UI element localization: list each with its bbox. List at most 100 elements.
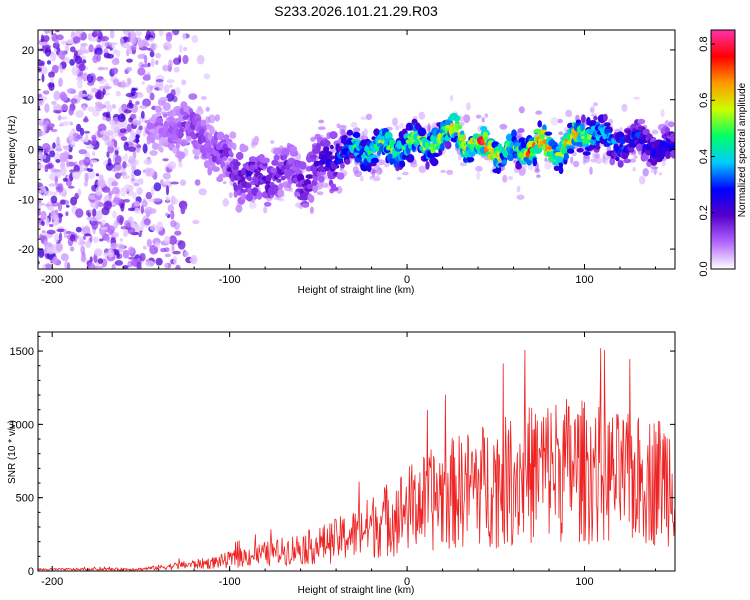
heatmap-cell	[90, 163, 93, 168]
heatmap-cell	[73, 50, 78, 58]
heatmap-cell	[59, 116, 68, 120]
heatmap-cell	[49, 223, 54, 228]
heatmap-cell	[38, 164, 45, 169]
heatmap-cell	[140, 64, 150, 68]
heatmap-cell	[158, 30, 164, 37]
heatmap-cell	[65, 230, 72, 235]
heatmap-cell	[462, 114, 469, 121]
heatmap-cell	[82, 72, 89, 82]
heatmap-cell	[162, 172, 171, 180]
x-tick-label: -200	[41, 576, 63, 588]
heatmap-cell	[149, 85, 153, 91]
heatmap-ridge-cell	[563, 152, 570, 161]
heatmap-ridge-cell	[261, 158, 270, 164]
heatmap-cell	[59, 91, 67, 101]
heatmap-cell	[544, 161, 552, 170]
heatmap-cell	[162, 158, 169, 162]
y-tick-label: 1500	[10, 346, 34, 358]
heatmap-cell	[114, 132, 118, 137]
heatmap-cell	[140, 110, 145, 119]
heatmap-ridge-cell	[430, 158, 439, 167]
heatmap-ridge-cell	[162, 113, 168, 118]
heatmap-cell	[113, 146, 120, 151]
heatmap-cell	[55, 242, 64, 252]
heatmap-cell	[120, 187, 127, 197]
heatmap-cell	[38, 105, 41, 111]
heatmap-cell	[550, 117, 558, 126]
heatmap-cell	[376, 168, 380, 177]
heatmap-cell	[191, 35, 199, 43]
heatmap-cell	[48, 183, 58, 187]
heatmap-cell	[149, 224, 158, 231]
heatmap-cell	[309, 206, 314, 214]
heatmap-ridge-cell	[299, 161, 307, 170]
heatmap-cell	[111, 181, 119, 187]
heatmap-cell	[638, 175, 646, 185]
heatmap-cell	[195, 108, 204, 115]
heatmap-ridge-cell	[318, 175, 325, 183]
heatmap-ridge-cell	[581, 114, 586, 124]
heatmap-cell	[73, 164, 80, 173]
heatmap-cell	[44, 103, 50, 113]
heatmap-cell	[57, 202, 63, 212]
heatmap-cell	[122, 249, 130, 259]
heatmap-cell	[102, 112, 109, 117]
heatmap-cell	[40, 34, 45, 43]
heatmap-cell	[95, 173, 100, 177]
heatmap-ridge-cell	[149, 150, 158, 156]
heatmap-cell	[130, 44, 137, 51]
heatmap-ridge-cell	[330, 186, 339, 192]
heatmap-cell	[418, 165, 427, 174]
heatmap-cell	[66, 262, 71, 269]
heatmap-cell	[81, 105, 87, 111]
heatmap-cell	[46, 229, 56, 235]
heatmap-cell	[602, 155, 606, 164]
heatmap-cell	[117, 113, 126, 123]
heatmap-ridge-cell	[280, 175, 286, 181]
heatmap-ridge-cell	[203, 142, 212, 149]
heatmap-cell	[135, 134, 140, 144]
heatmap-cell	[126, 123, 132, 133]
heatmap-cell	[222, 181, 227, 185]
y-tick-label: 20	[22, 45, 34, 57]
heatmap-cell	[155, 79, 164, 83]
heatmap-cell	[92, 208, 97, 218]
heatmap-cell	[168, 59, 173, 68]
heatmap-cell	[99, 238, 104, 242]
heatmap-cell	[128, 117, 134, 123]
heatmap-cell	[79, 44, 86, 55]
heatmap-cell	[629, 158, 637, 163]
heatmap-cell	[273, 196, 282, 200]
heatmap-cell	[172, 250, 181, 255]
heatmap-cell	[137, 178, 144, 185]
heatmap-cell	[87, 212, 91, 218]
heatmap-cell	[145, 260, 155, 267]
heatmap-ridge-cell	[452, 115, 461, 122]
heatmap-ridge-cell	[216, 131, 225, 141]
heatmap-ridge-cell	[431, 152, 441, 158]
heatmap-ridge-cell	[180, 140, 187, 147]
heatmap-ridge-cell	[544, 131, 553, 136]
heatmap-cell	[174, 230, 182, 236]
heatmap-cell	[92, 109, 100, 117]
heatmap-cell	[97, 258, 104, 264]
heatmap-cell	[535, 110, 543, 115]
heatmap-ridge-cell	[629, 147, 635, 153]
heatmap-cell	[116, 252, 120, 259]
heatmap-cell	[128, 246, 135, 254]
heatmap-cell	[632, 166, 636, 172]
heatmap-cell	[168, 84, 173, 88]
heatmap-cell	[123, 229, 128, 238]
heatmap-cell	[144, 55, 148, 65]
heatmap-cell	[93, 215, 99, 222]
heatmap-cell	[70, 234, 76, 242]
heatmap-cell	[111, 263, 116, 269]
heatmap-ridge	[145, 97, 675, 208]
heatmap-cell	[440, 169, 446, 173]
heatmap-cell	[203, 73, 211, 80]
heatmap-cell	[56, 228, 66, 233]
heatmap-cell	[177, 240, 186, 250]
heatmap-ridge-cell	[216, 176, 224, 183]
heatmap-cell	[155, 257, 163, 266]
heatmap-ridge-cell	[589, 120, 597, 127]
